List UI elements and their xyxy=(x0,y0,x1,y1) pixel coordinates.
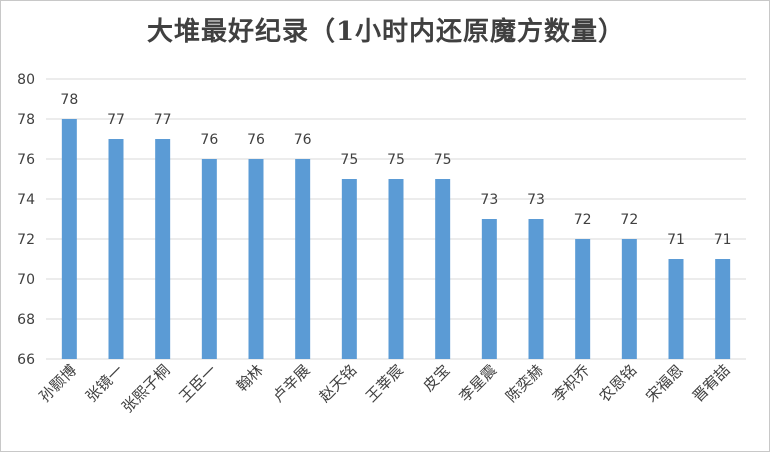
category-label: 赵天铭 xyxy=(316,361,361,406)
y-tick-label: 68 xyxy=(17,312,35,328)
data-label: 73 xyxy=(480,192,498,208)
bar xyxy=(61,119,77,359)
bar xyxy=(528,219,544,359)
category-label: 晋宥喆 xyxy=(689,361,734,406)
y-tick-label: 78 xyxy=(17,112,35,128)
data-label: 75 xyxy=(387,152,405,168)
bar xyxy=(481,219,497,359)
bar xyxy=(621,239,637,359)
y-tick-label: 70 xyxy=(17,272,35,288)
data-label: 75 xyxy=(434,152,452,168)
data-labels: 78 77 77 76 76 76 75 75 75 73 73 72 72 71 71 xyxy=(60,92,731,248)
y-tick-label: 74 xyxy=(17,192,35,208)
y-tick-label: 66 xyxy=(17,352,35,368)
data-label: 76 xyxy=(294,132,312,148)
data-label: 75 xyxy=(340,152,358,168)
bar xyxy=(668,259,684,359)
y-axis-ticks: 66 68 70 72 74 76 78 80 xyxy=(17,72,35,368)
category-label: 孙颢博 xyxy=(36,361,81,406)
data-label: 77 xyxy=(154,112,172,128)
bar xyxy=(435,179,451,359)
category-label: 李星震 xyxy=(456,361,501,406)
category-label: 翰林 xyxy=(233,361,267,395)
bar xyxy=(155,139,171,359)
category-label: 王莘宸 xyxy=(362,361,407,406)
data-label: 71 xyxy=(714,232,732,248)
category-label: 王臣一 xyxy=(176,361,221,406)
bar xyxy=(341,179,357,359)
category-label: 张熙子桐 xyxy=(118,361,173,416)
category-label: 卢辛展 xyxy=(269,361,314,406)
data-label: 72 xyxy=(620,212,638,228)
category-label: 皮宝 xyxy=(420,361,454,395)
y-tick-label: 80 xyxy=(17,72,35,88)
data-label: 78 xyxy=(60,92,78,108)
data-label: 72 xyxy=(574,212,592,228)
data-label: 77 xyxy=(107,112,125,128)
bar xyxy=(248,159,264,359)
bars xyxy=(61,119,731,359)
category-label: 陈奕赫 xyxy=(502,361,547,406)
category-label: 农恩铭 xyxy=(596,361,641,406)
bar xyxy=(295,159,311,359)
data-label: 71 xyxy=(667,232,685,248)
bar xyxy=(388,179,404,359)
data-label: 73 xyxy=(527,192,545,208)
y-tick-label: 72 xyxy=(17,232,35,248)
bar xyxy=(201,159,217,359)
bar xyxy=(108,139,124,359)
category-label: 张镜一 xyxy=(82,361,127,406)
category-label: 宋福恩 xyxy=(642,361,687,406)
category-label: 李枳乔 xyxy=(549,361,594,406)
data-label: 76 xyxy=(200,132,218,148)
chart-title: 大堆最好纪录（1小时内还原魔方数量） xyxy=(146,17,626,47)
bar xyxy=(715,259,731,359)
data-label: 76 xyxy=(247,132,265,148)
y-tick-label: 76 xyxy=(17,152,35,168)
bar xyxy=(575,239,591,359)
